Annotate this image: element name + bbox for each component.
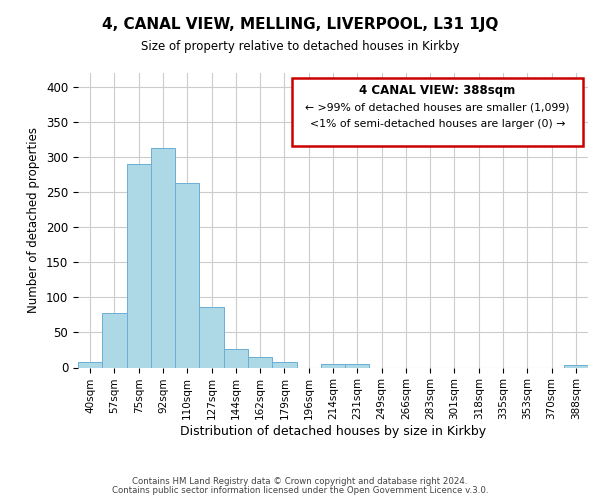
- Bar: [175, 183, 199, 368]
- Bar: [127, 164, 151, 368]
- Bar: [272, 362, 296, 368]
- Text: 4, CANAL VIEW, MELLING, LIVERPOOL, L31 1JQ: 4, CANAL VIEW, MELLING, LIVERPOOL, L31 1…: [102, 18, 498, 32]
- Bar: [102, 314, 127, 368]
- Text: Contains HM Land Registry data © Crown copyright and database right 2024.: Contains HM Land Registry data © Crown c…: [132, 477, 468, 486]
- Bar: [199, 307, 224, 368]
- Bar: [321, 364, 345, 368]
- Bar: [224, 349, 248, 368]
- Y-axis label: Number of detached properties: Number of detached properties: [28, 127, 40, 313]
- Text: Size of property relative to detached houses in Kirkby: Size of property relative to detached ho…: [141, 40, 459, 53]
- Text: <1% of semi-detached houses are larger (0) →: <1% of semi-detached houses are larger (…: [310, 120, 565, 130]
- X-axis label: Distribution of detached houses by size in Kirkby: Distribution of detached houses by size …: [180, 425, 486, 438]
- Text: 4 CANAL VIEW: 388sqm: 4 CANAL VIEW: 388sqm: [359, 84, 515, 98]
- Text: Contains public sector information licensed under the Open Government Licence v.: Contains public sector information licen…: [112, 486, 488, 495]
- Text: ← >99% of detached houses are smaller (1,099): ← >99% of detached houses are smaller (1…: [305, 102, 570, 113]
- Bar: [78, 362, 102, 368]
- Bar: [345, 364, 370, 368]
- Bar: [151, 148, 175, 368]
- Bar: [564, 366, 588, 368]
- Bar: [248, 357, 272, 368]
